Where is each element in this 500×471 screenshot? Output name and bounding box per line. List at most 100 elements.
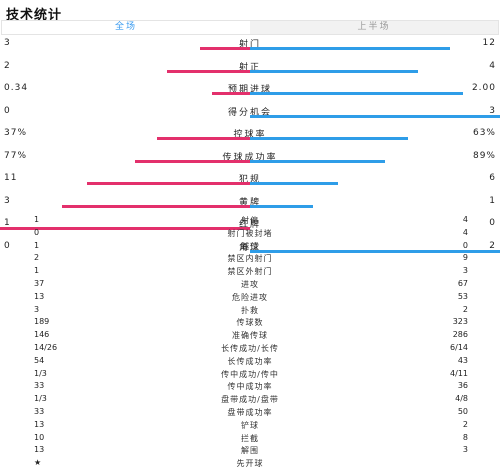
home-share-bar <box>157 137 250 140</box>
away-value: 43 <box>457 355 468 365</box>
stat-list-row: ★ 先开球 <box>0 458 500 471</box>
away-value: 4 <box>462 227 468 237</box>
stat-label: 先开球 <box>236 459 264 469</box>
stat-label: 犯规 <box>238 175 261 185</box>
away-share-bar <box>250 159 385 163</box>
home-value: 0 <box>34 227 40 237</box>
away-share-bar <box>250 69 418 73</box>
stat-label: 解围 <box>241 446 259 456</box>
away-value: 4 <box>462 215 468 224</box>
stat-list-row: 10 拦截 8 <box>0 433 500 446</box>
period-tabs: 全场 上半场 <box>1 20 499 35</box>
stat-bar-row: 3 射门 12 <box>0 36 500 59</box>
away-share-bar <box>250 92 463 95</box>
home-value: 13 <box>34 291 45 301</box>
tab-first-half[interactable]: 上半场 <box>250 21 498 34</box>
away-value: 36 <box>457 381 468 391</box>
stat-list-row: 1/3 盘带成功/盘带 4/8 <box>0 394 500 407</box>
home-value: 54 <box>34 355 45 365</box>
away-value: 4 <box>489 60 496 71</box>
stat-list-row: 1 禁区外射门 3 <box>0 266 500 279</box>
stat-list-row: 37 进攻 67 <box>0 279 500 292</box>
home-value: 1/3 <box>34 394 47 404</box>
stat-label: 禁区外射门 <box>227 267 273 277</box>
home-value: 189 <box>34 317 50 327</box>
home-value: 1 <box>34 266 40 276</box>
away-value: 4/8 <box>455 394 468 404</box>
stat-label: 射门被封堵 <box>227 228 273 238</box>
stat-label: 得分机会 <box>227 107 272 118</box>
away-share-bar <box>250 114 500 118</box>
tab-full-match[interactable]: 全场 <box>2 21 250 34</box>
away-value: 9 <box>462 253 468 263</box>
home-value: 11 <box>4 173 18 183</box>
stat-label: 预期进球 <box>227 85 272 95</box>
bar-stats-section: 3 射门 12 2 射正 4 0.34 预期进球 2.00 0 得分机会 3 37% 控球率 63% 77% 传… <box>0 36 500 261</box>
stat-label: 拦截 <box>241 433 259 443</box>
away-value: 2 <box>462 304 468 314</box>
home-value: 3 <box>34 304 40 314</box>
home-value: 33 <box>34 406 45 416</box>
stat-label: 长传成功/长传 <box>221 343 279 353</box>
stat-label: 越位 <box>241 241 259 251</box>
home-value: 1 <box>4 218 11 228</box>
stat-bar-row: 11 犯规 6 <box>0 171 500 194</box>
stat-list-row: 1 射偏 4 <box>0 215 500 228</box>
home-value: 14/26 <box>34 342 58 352</box>
home-value: 0 <box>4 105 11 116</box>
stat-label: 铲球 <box>241 420 259 430</box>
away-value: 3 <box>489 105 496 116</box>
home-value: 2 <box>4 60 11 71</box>
stat-list-row: 33 传中成功率 36 <box>0 381 500 394</box>
stat-list-row: 1 越位 0 <box>0 241 500 254</box>
stat-bar-row: 3 黄牌 1 <box>0 194 500 217</box>
away-value: 2 <box>489 240 496 251</box>
list-stats-section: 1 射偏 4 0 射门被封堵 4 1 越位 0 2 禁区内射门 9 1 禁区外射门 3 37 进攻 67 13 危险进… <box>0 215 500 471</box>
home-share-bar <box>212 92 250 95</box>
home-value: 3 <box>4 38 11 48</box>
away-value: 3 <box>462 445 468 455</box>
stat-list-row: 54 长传成功率 43 <box>0 356 500 369</box>
home-share-bar <box>200 47 250 50</box>
home-value: 10 <box>34 432 45 442</box>
stat-list-row: 2 禁区内射门 9 <box>0 253 500 266</box>
stat-bar-row: 0 得分机会 3 <box>0 104 500 127</box>
stat-list-row: 13 铲球 2 <box>0 420 500 433</box>
away-value: 8 <box>462 432 468 442</box>
stat-label: 盘带成功/盘带 <box>221 395 279 405</box>
away-value: 6 <box>489 173 496 183</box>
page-title: 技术统计 <box>6 8 63 23</box>
stat-bar-row: 0.34 预期进球 2.00 <box>0 81 500 104</box>
stat-label: 射正 <box>238 62 261 73</box>
home-share-bar <box>62 204 250 208</box>
home-value: 3 <box>4 195 11 206</box>
home-value: 0.34 <box>4 83 29 93</box>
stat-list-row: 1/3 传中成功/传中 4/11 <box>0 369 500 382</box>
away-value: 323 <box>452 317 468 327</box>
away-value: 2.00 <box>471 83 496 93</box>
home-share-bar <box>0 227 250 230</box>
stat-label: 角球 <box>238 242 261 253</box>
stat-list-row: 146 准确传球 286 <box>0 330 500 343</box>
stat-label: 传球数 <box>236 318 264 328</box>
stat-list-row: 3 扑救 2 <box>0 305 500 318</box>
stat-list-row: 0 射门被封堵 4 <box>0 228 500 241</box>
away-value: 67 <box>457 278 468 288</box>
home-value: 1 <box>34 240 40 250</box>
stat-label: 传中成功/传中 <box>221 369 279 379</box>
away-value: 1 <box>489 195 496 206</box>
home-value: 0 <box>4 240 11 251</box>
stat-label: 危险进攻 <box>232 292 268 302</box>
away-value: 0 <box>462 240 468 250</box>
away-value: 12 <box>482 38 496 48</box>
stat-label: 传球成功率 <box>222 152 278 163</box>
stat-label: 盘带成功率 <box>227 407 273 417</box>
home-value: 2 <box>34 253 40 263</box>
away-value: 53 <box>457 291 468 301</box>
home-value: 146 <box>34 330 50 340</box>
home-share-bar <box>167 69 250 73</box>
home-value: 1 <box>34 215 40 224</box>
home-share-bar <box>135 159 250 163</box>
away-value: 0 <box>489 218 496 228</box>
away-value: 286 <box>452 330 468 340</box>
